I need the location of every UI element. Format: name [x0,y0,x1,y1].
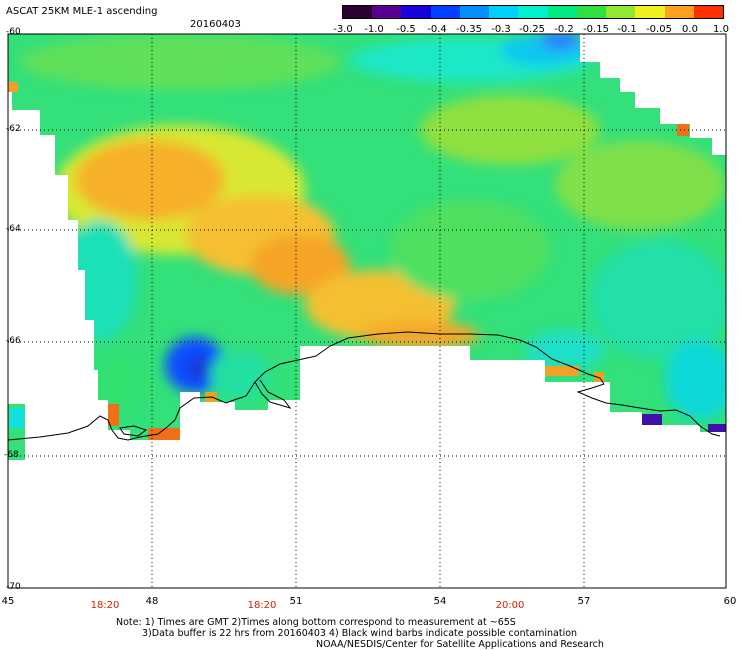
color-scale-tick-label: -1.0 [364,24,384,35]
color-scale-segment [401,6,431,18]
longitude-label: 48 [145,596,159,607]
color-scale-tick-label: -0.3 [491,24,511,35]
color-scale-tick-label: -0.5 [396,24,416,35]
color-scale-tick-label: 1.0 [713,24,729,35]
longitude-label: 45 [1,596,15,607]
note-line-2: 3)Data buffer is 22 hrs from 20160403 4)… [142,628,578,639]
longitude-label: 57 [577,596,591,607]
color-scale-segment [635,6,665,18]
graticule [8,34,726,588]
coastline-islet [119,425,148,437]
longitude-label: 54 [433,596,447,607]
color-scale-tick-label: -0.05 [646,24,672,35]
coastline [7,331,721,441]
latitude-label: -66 [6,336,21,346]
color-scale-segment [459,6,490,18]
footnotes: Note: 1) Times are GMT 2)Times along bot… [116,617,604,650]
map-date: 20160403 [190,19,241,30]
color-scale-segment [606,6,636,18]
color-scale-tick-label: -0.15 [583,24,609,35]
color-scale-tick-label: -0.1 [617,24,637,35]
note-line-1: Note: 1) Times are GMT 2)Times along bot… [116,617,516,628]
color-scale-segment [489,6,519,18]
map-title: ASCAT 25KM MLE-1 ascending [6,6,158,17]
latitude-label: -60 [6,27,21,37]
color-scale-segment [664,6,694,18]
color-scale-tick-label: -0.4 [427,24,447,35]
color-scale-tick-label: -0.35 [456,24,482,35]
color-scale-tick-label: -0.2 [554,24,574,35]
color-scale-segment [547,6,577,18]
latitude-label: -64 [6,224,21,234]
latitude-label: -70 [6,582,21,592]
time-label: 18:20 [247,600,277,611]
color-scale-segment [372,6,402,18]
latitude-label: -68 [4,450,19,460]
longitude-label: 51 [289,596,303,607]
color-scale-tick-label: -3.0 [333,24,353,35]
color-scale-bar [342,5,724,19]
time-label: 18:20 [90,600,120,611]
color-scale-tick-label: 0.0 [682,24,698,35]
wind-field [8,34,726,460]
color-scale-segment [518,6,548,18]
color-scale-segment [343,6,373,18]
color-scale-tick-label: -0.25 [519,24,545,35]
color-scale-segment [693,6,724,18]
map-frame [7,33,727,589]
longitude-label: 60 [723,596,737,607]
note-line-3: NOAA/NESDIS/Center for Satellite Applica… [316,639,604,650]
latitude-label: -62 [6,124,21,134]
color-scale-segment [430,6,460,18]
time-label: 20:00 [495,600,525,611]
coastline-bay [254,379,292,409]
color-scale-segment [576,6,607,18]
